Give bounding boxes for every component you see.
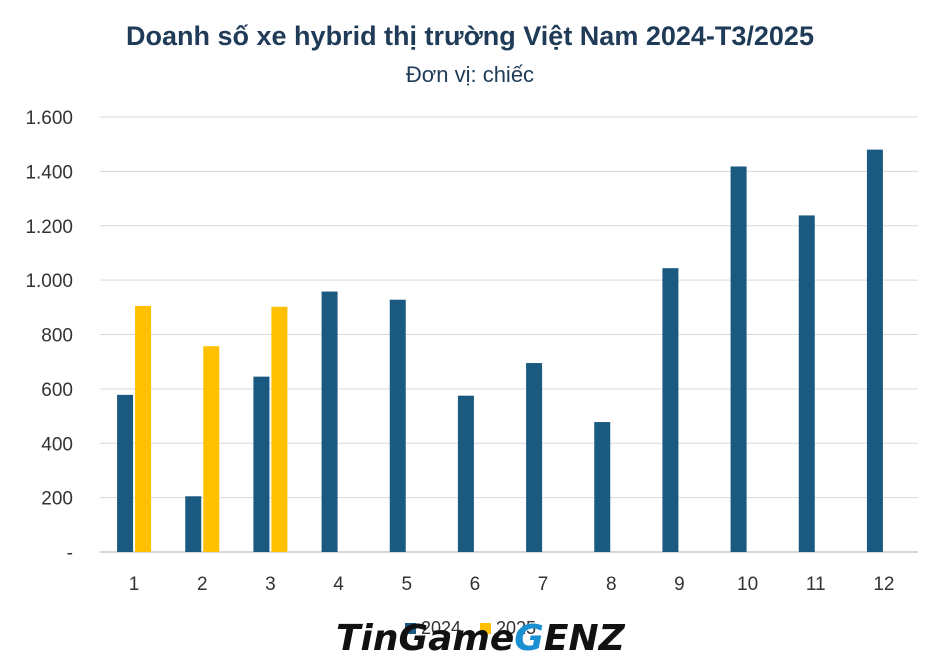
legend-swatch-2024 bbox=[405, 623, 416, 634]
bar-2024-1 bbox=[117, 394, 134, 552]
y-tick-label: 600 bbox=[41, 380, 73, 401]
x-tick-label: 6 bbox=[470, 574, 481, 595]
bar-2024-6 bbox=[457, 395, 474, 552]
bar-2024-3 bbox=[253, 376, 270, 552]
bar-2024-5 bbox=[389, 299, 406, 552]
x-tick-label: 11 bbox=[806, 574, 826, 595]
y-tick-label: 800 bbox=[41, 326, 73, 347]
x-tick-label: 12 bbox=[873, 574, 894, 595]
y-tick-label: 1.000 bbox=[25, 271, 73, 292]
chart-title: Doanh số xe hybrid thị trường Việt Nam 2… bbox=[126, 21, 814, 51]
y-tick-label: 400 bbox=[41, 434, 73, 455]
legend-swatch-2025 bbox=[480, 623, 491, 634]
watermark-text-left: TinGame bbox=[336, 618, 514, 659]
x-tick-label: 10 bbox=[737, 574, 758, 595]
x-tick-label: 4 bbox=[333, 574, 344, 595]
bar-2024-9 bbox=[662, 268, 679, 552]
bar-2024-4 bbox=[321, 291, 338, 552]
legend: 2024 2025 bbox=[405, 618, 536, 638]
bar-2024-11 bbox=[798, 215, 815, 552]
x-tick-label: 1 bbox=[129, 574, 140, 595]
x-tick-label: 2 bbox=[197, 574, 208, 595]
y-tick-label: - bbox=[67, 543, 73, 564]
y-tick-label: 1.200 bbox=[25, 217, 73, 238]
legend-label-2024: 2024 bbox=[421, 618, 461, 638]
bar-2024-8 bbox=[594, 422, 611, 552]
y-axis-ticks: - 200 400 600 800 1.000 1.200 1.400 1.600 bbox=[25, 108, 73, 564]
y-tick-label: 200 bbox=[41, 489, 73, 510]
y-tick-label: 1.600 bbox=[25, 108, 73, 129]
chart-subtitle: Đơn vị: chiếc bbox=[406, 62, 534, 87]
bars bbox=[117, 149, 883, 552]
x-tick-label: 7 bbox=[538, 574, 549, 595]
bar-2024-10 bbox=[730, 166, 747, 552]
watermark-text-right: ENZ bbox=[544, 618, 626, 659]
legend-label-2025: 2025 bbox=[496, 618, 536, 638]
bar-2025-2 bbox=[203, 346, 220, 552]
bar-2024-12 bbox=[866, 149, 883, 552]
x-tick-label: 5 bbox=[401, 574, 412, 595]
watermark-text-g: G bbox=[514, 618, 544, 659]
svg-text:TinGameGENZ: TinGameGENZ bbox=[336, 618, 626, 659]
x-tick-label: 9 bbox=[674, 574, 685, 595]
bar-2024-2 bbox=[185, 496, 202, 552]
x-tick-label: 8 bbox=[606, 574, 617, 595]
y-tick-label: 1.400 bbox=[25, 162, 73, 183]
bar-2024-7 bbox=[526, 363, 543, 552]
watermark-logo: TinGameGENZ bbox=[336, 618, 626, 659]
gridlines bbox=[100, 116, 918, 553]
bar-2025-3 bbox=[271, 306, 288, 552]
x-tick-label: 3 bbox=[265, 574, 276, 595]
bar-2025-1 bbox=[135, 305, 152, 552]
x-axis-ticks: 1 2 3 4 5 6 7 8 9 10 11 12 bbox=[129, 574, 895, 595]
